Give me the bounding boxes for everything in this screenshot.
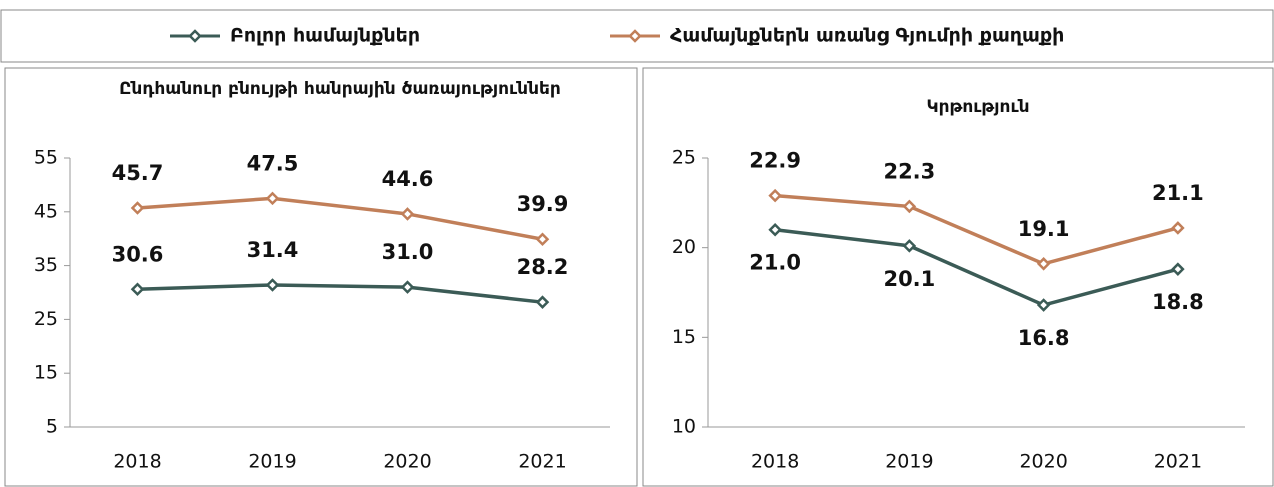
- x-tick-label: 2021: [1154, 451, 1202, 473]
- series-line: [137, 283, 543, 304]
- marker: [768, 222, 782, 237]
- data-label: 22.9: [749, 149, 801, 173]
- data-label: 18.8: [1152, 290, 1204, 314]
- marker: [130, 201, 145, 215]
- x-tick-label: 2018: [751, 451, 799, 473]
- data-label: 31.4: [247, 238, 299, 262]
- series-line: [774, 193, 1179, 266]
- marker: [1036, 298, 1051, 312]
- marker: [400, 207, 415, 221]
- x-tick-label: 2021: [518, 451, 566, 473]
- y-tick-label: 25: [34, 308, 58, 330]
- y-tick-label: 55: [34, 147, 58, 169]
- marker: [1036, 257, 1051, 271]
- data-label: 45.7: [112, 161, 164, 185]
- marker: [768, 188, 782, 203]
- series-line: [774, 227, 1179, 307]
- data-label: 31.0: [382, 240, 434, 264]
- y-tick-label: 15: [34, 362, 58, 384]
- y-tick-label: 25: [672, 147, 696, 169]
- marker: [188, 29, 202, 43]
- chart-title: Ընդհանուր բնույթի հանրային ծառայությունն…: [119, 79, 561, 99]
- series-line: [137, 196, 543, 241]
- data-label: 21.1: [1152, 181, 1204, 205]
- marker: [628, 29, 642, 43]
- marker: [1171, 221, 1185, 235]
- marker: [130, 282, 145, 297]
- x-tick-label: 2018: [113, 451, 161, 473]
- y-tick-label: 10: [672, 416, 696, 438]
- data-label: 22.3: [883, 159, 935, 183]
- y-tick-label: 35: [34, 254, 58, 276]
- data-label: 19.1: [1018, 217, 1070, 241]
- x-tick-label: 2019: [885, 451, 933, 473]
- marker: [902, 239, 917, 253]
- data-label: 28.2: [517, 255, 569, 279]
- marker: [400, 280, 415, 294]
- marker: [902, 199, 917, 214]
- chart-title: Կրթություն: [926, 97, 1030, 117]
- data-label: 21.0: [749, 251, 801, 275]
- y-tick-label: 20: [672, 236, 696, 258]
- marker: [265, 191, 280, 206]
- legend-label: Բոլոր համայնքներ: [230, 25, 420, 47]
- x-tick-label: 2020: [1019, 451, 1067, 473]
- data-label: 20.1: [883, 267, 935, 291]
- legend-box: [0, 9, 1274, 63]
- data-label: 39.9: [517, 192, 569, 216]
- y-tick-label: 45: [34, 200, 58, 222]
- y-tick-label: 5: [46, 416, 58, 438]
- data-label: 16.8: [1018, 326, 1070, 350]
- marker: [535, 232, 550, 247]
- data-label: 30.6: [112, 242, 164, 266]
- y-tick-label: 15: [672, 326, 696, 348]
- marker: [1171, 262, 1185, 276]
- marker: [535, 295, 550, 309]
- x-tick-label: 2020: [383, 451, 431, 473]
- panel-box: [4, 67, 638, 487]
- data-label: 47.5: [247, 151, 299, 175]
- panel-box: [642, 67, 1274, 487]
- marker: [265, 278, 280, 292]
- x-tick-label: 2019: [248, 451, 296, 473]
- legend-label: Համայնքներն առանց Գյումրի քաղաքի: [670, 25, 1064, 47]
- data-label: 44.6: [382, 167, 434, 191]
